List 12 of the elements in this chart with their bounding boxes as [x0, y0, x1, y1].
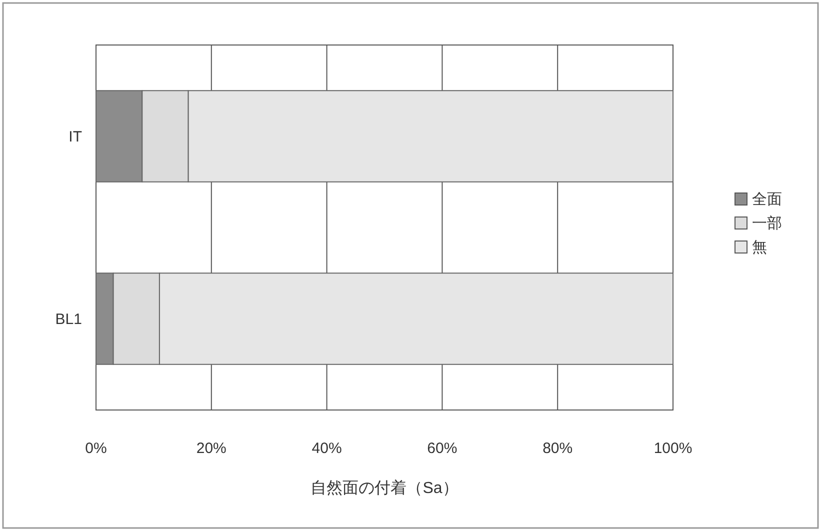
x-tick-label: 100% — [654, 440, 692, 457]
x-tick-label: 0% — [85, 440, 107, 457]
x-axis-title: 自然面の付着（Sa） — [310, 479, 458, 497]
x-tick-label: 60% — [427, 440, 458, 457]
y-tick-label: IT — [68, 128, 82, 146]
legend-label: 一部 — [752, 215, 782, 232]
legend-label: 無 — [752, 239, 767, 256]
legend-label: 全面 — [752, 191, 782, 208]
x-tick-label: 80% — [542, 440, 573, 457]
y-tick-label: BL1 — [55, 310, 82, 328]
x-tick-label: 40% — [312, 440, 342, 457]
x-tick-label: 20% — [196, 440, 226, 457]
